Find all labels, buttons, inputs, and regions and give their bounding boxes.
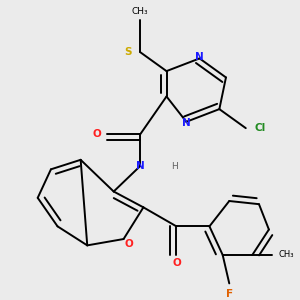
Text: O: O bbox=[124, 239, 133, 249]
Text: Cl: Cl bbox=[254, 123, 265, 133]
Text: N: N bbox=[195, 52, 204, 62]
Text: S: S bbox=[124, 47, 132, 57]
Text: CH₃: CH₃ bbox=[132, 7, 148, 16]
Text: N: N bbox=[136, 161, 145, 171]
Text: O: O bbox=[172, 258, 181, 268]
Text: F: F bbox=[226, 289, 233, 299]
Text: H: H bbox=[172, 162, 178, 171]
Text: CH₃: CH₃ bbox=[279, 250, 294, 260]
Text: N: N bbox=[182, 118, 191, 128]
Text: O: O bbox=[92, 130, 101, 140]
